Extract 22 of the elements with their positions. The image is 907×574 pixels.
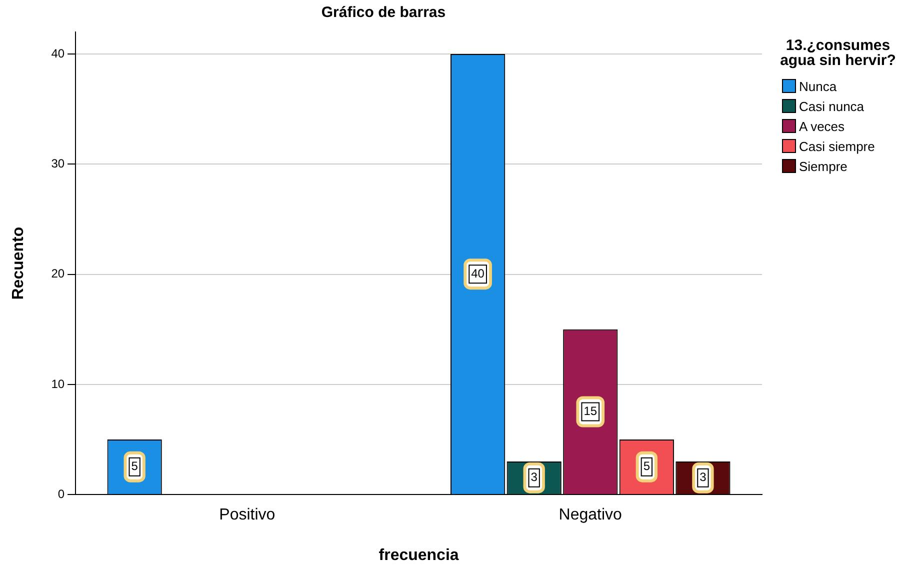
- legend-label: Siempre: [799, 158, 848, 174]
- x-tick-label: Negativo: [558, 506, 622, 524]
- legend-label: Casi nunca: [799, 98, 864, 114]
- x-axis-title: frecuencia: [378, 546, 459, 564]
- data-label: 5: [131, 459, 138, 474]
- x-tick-label: Positivo: [219, 506, 276, 524]
- y-tick-label: 10: [51, 376, 65, 391]
- legend-title: 13.¿consumes agua sin hervir?: [779, 37, 897, 69]
- data-label: 3: [700, 470, 707, 484]
- y-tick-label: 40: [51, 46, 65, 60]
- y-tick-label: 30: [51, 156, 65, 170]
- y-tick-label: 20: [51, 266, 65, 281]
- data-label: 40: [471, 266, 485, 280]
- data-label: 3: [530, 470, 538, 484]
- legend-label: A veces: [799, 118, 845, 134]
- y-axis-title: Recuento: [10, 226, 28, 300]
- y-tick-label: 0: [58, 486, 65, 501]
- data-label: 15: [584, 404, 598, 418]
- legend-label: Nunca: [799, 78, 837, 94]
- data-label: 5: [643, 459, 650, 474]
- legend-label: Casi siempre: [799, 138, 875, 154]
- chart-title: Gráfico de barras: [321, 4, 446, 22]
